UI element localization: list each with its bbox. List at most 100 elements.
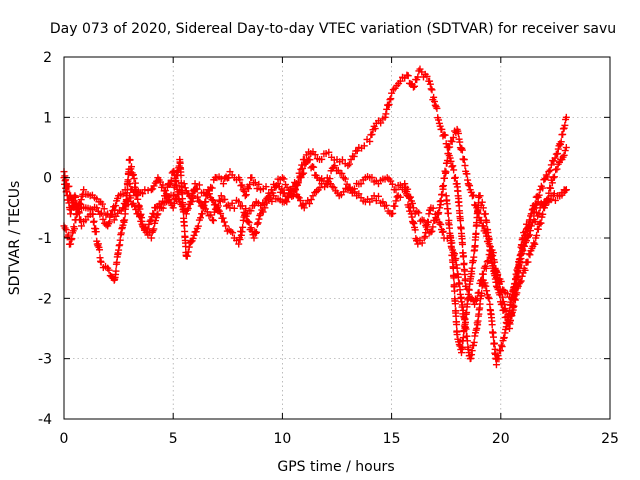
track-point xyxy=(427,85,435,93)
track-point xyxy=(131,179,139,187)
data-point xyxy=(219,180,227,188)
track-point xyxy=(209,197,217,205)
track-point xyxy=(121,216,129,224)
track-point xyxy=(516,278,524,286)
track-point xyxy=(228,199,236,207)
track-point xyxy=(377,119,385,127)
track-point xyxy=(177,171,185,179)
track-point xyxy=(229,229,237,237)
y-tick-label: 0 xyxy=(43,171,52,187)
track-point xyxy=(76,199,84,207)
track-point xyxy=(446,143,454,151)
track-point xyxy=(185,243,193,251)
track-point xyxy=(170,191,178,199)
data-point xyxy=(278,174,286,182)
track-point xyxy=(470,253,478,261)
track-point xyxy=(252,229,260,237)
data-point xyxy=(73,210,81,218)
track-point xyxy=(184,248,192,256)
track-point xyxy=(124,198,132,206)
track-point xyxy=(256,211,264,219)
y-tick-label: -4 xyxy=(38,412,52,428)
track-point xyxy=(343,180,351,188)
track-point xyxy=(502,308,510,316)
track-point xyxy=(300,169,308,177)
track-point xyxy=(429,223,437,231)
track-point xyxy=(396,193,404,201)
track-point xyxy=(404,185,412,193)
track-point xyxy=(460,156,468,164)
track-point xyxy=(236,236,244,244)
track-point xyxy=(500,300,508,308)
track-point xyxy=(525,222,533,230)
track-point xyxy=(463,170,471,178)
x-tick-label: 25 xyxy=(601,431,619,447)
track-point xyxy=(165,197,173,205)
track-point xyxy=(150,210,158,218)
track-point xyxy=(170,199,178,207)
track-point xyxy=(205,190,213,198)
y-tick-label: -3 xyxy=(38,352,52,368)
track-point xyxy=(482,264,490,272)
track-point xyxy=(136,212,144,220)
track-point xyxy=(268,197,276,205)
track-point xyxy=(246,181,254,189)
track-point xyxy=(86,205,94,213)
track-point xyxy=(325,178,333,186)
track-point xyxy=(430,98,438,106)
track-point xyxy=(244,218,252,226)
track-point xyxy=(196,198,204,206)
track-point xyxy=(255,215,263,223)
track-point xyxy=(382,110,390,118)
data-point xyxy=(488,258,496,266)
data-point xyxy=(77,222,85,230)
chart-title: Day 073 of 2020, Sidereal Day-to-day VTE… xyxy=(50,21,616,37)
track-point xyxy=(230,204,238,212)
track-point xyxy=(392,197,400,205)
track-point xyxy=(432,214,440,222)
data-point xyxy=(414,240,422,248)
track-point xyxy=(433,104,441,112)
track-point xyxy=(456,217,464,225)
track-point xyxy=(198,210,206,218)
track-point xyxy=(497,341,505,349)
track-point xyxy=(119,190,127,198)
track-point xyxy=(144,225,152,233)
track-point xyxy=(383,105,391,113)
track-point xyxy=(389,209,397,217)
track-point xyxy=(516,259,524,267)
track-point xyxy=(347,156,355,164)
data-point xyxy=(366,137,374,145)
track-point xyxy=(310,163,318,171)
track-point xyxy=(316,184,324,192)
data-point xyxy=(554,150,562,158)
data-point xyxy=(562,144,570,151)
data-point xyxy=(482,210,490,218)
track-point xyxy=(511,283,519,291)
track-point xyxy=(192,228,200,236)
x-tick-label: 10 xyxy=(273,431,291,447)
track-point xyxy=(254,219,262,227)
data-point xyxy=(241,192,249,200)
track-point xyxy=(108,211,116,219)
x-tick-label: 0 xyxy=(60,431,69,447)
track-point xyxy=(311,151,319,159)
track-point xyxy=(195,181,203,189)
track-point xyxy=(219,214,227,222)
track-point xyxy=(159,204,167,212)
track-point xyxy=(69,197,77,205)
track-point xyxy=(194,222,202,230)
track-point xyxy=(537,199,545,207)
track-point xyxy=(451,300,459,308)
track-point xyxy=(97,209,105,217)
data-point xyxy=(67,210,75,218)
track-point xyxy=(441,174,449,182)
track-point xyxy=(214,202,222,210)
track-point xyxy=(450,166,458,174)
track-point xyxy=(548,179,556,187)
track-point xyxy=(530,208,538,216)
track-point xyxy=(554,145,562,153)
data-point xyxy=(388,89,396,97)
series-track-d xyxy=(442,186,570,357)
track-point xyxy=(460,252,468,260)
